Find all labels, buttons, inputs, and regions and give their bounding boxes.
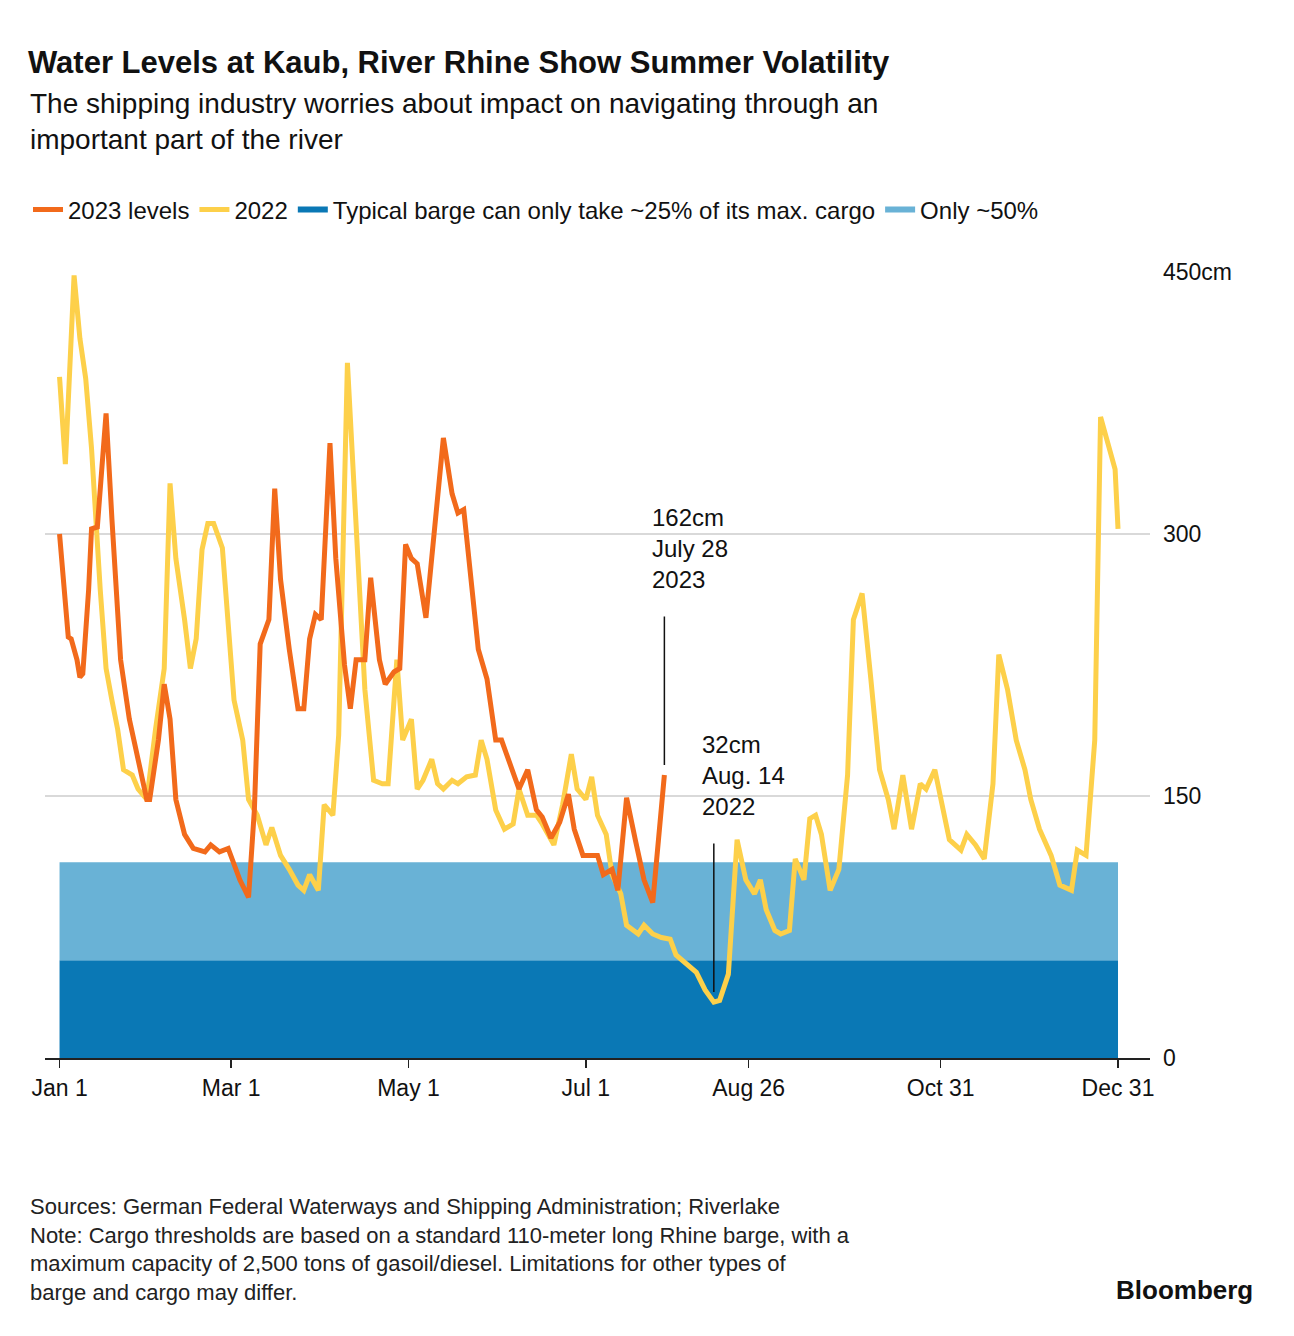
svg-text:Only ~50%: Only ~50% — [920, 197, 1038, 224]
svg-text:Dec 31: Dec 31 — [1082, 1075, 1155, 1101]
svg-text:Mar 1: Mar 1 — [202, 1075, 261, 1101]
svg-text:0: 0 — [1163, 1045, 1176, 1071]
svg-text:2023 levels: 2023 levels — [68, 197, 189, 224]
svg-text:32cmAug. 142022: 32cmAug. 142022 — [702, 731, 785, 820]
svg-text:Bloomberg: Bloomberg — [1116, 1275, 1253, 1305]
svg-text:Jul 1: Jul 1 — [562, 1075, 611, 1101]
svg-text:The shipping industry worries: The shipping industry worries about impa… — [30, 88, 878, 155]
svg-text:162cmJuly 282023: 162cmJuly 282023 — [652, 504, 728, 593]
svg-text:300: 300 — [1163, 521, 1201, 547]
svg-text:Sources: German Federal Waterw: Sources: German Federal Waterways and Sh… — [30, 1194, 850, 1305]
svg-text:Typical barge can only take ~2: Typical barge can only take ~25% of its … — [333, 197, 875, 224]
svg-text:May 1: May 1 — [377, 1075, 440, 1101]
svg-text:2022: 2022 — [234, 197, 287, 224]
svg-text:150: 150 — [1163, 783, 1201, 809]
svg-text:Oct 31: Oct 31 — [907, 1075, 975, 1101]
svg-text:450cm: 450cm — [1163, 259, 1232, 285]
svg-text:Jan 1: Jan 1 — [31, 1075, 87, 1101]
svg-text:Aug 26: Aug 26 — [712, 1075, 785, 1101]
svg-text:Water Levels at Kaub, River Rh: Water Levels at Kaub, River Rhine Show S… — [28, 45, 890, 80]
